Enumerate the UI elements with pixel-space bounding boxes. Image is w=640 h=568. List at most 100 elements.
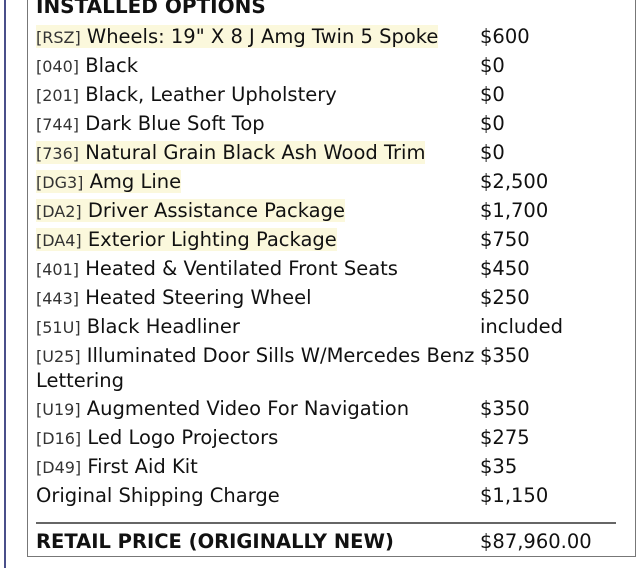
- option-code: [D49]: [36, 458, 82, 477]
- option-text: [DG3] Amg Line: [36, 170, 182, 193]
- option-row: [RSZ] Wheels: 19" X 8 J Amg Twin 5 Spoke…: [36, 25, 626, 50]
- option-description: [201] Black, Leather Upholstery: [36, 83, 480, 108]
- option-name: Heated Steering Wheel: [85, 286, 312, 309]
- option-code: [201]: [36, 86, 80, 105]
- option-row: [DA4] Exterior Lighting Package $750: [36, 228, 626, 253]
- option-row: [D16] Led Logo Projectors $275: [36, 426, 626, 451]
- option-text: [DA2] Driver Assistance Package: [36, 199, 345, 222]
- option-row: [040] Black $0: [36, 54, 626, 79]
- total-label: RETAIL PRICE (ORIGINALLY NEW): [36, 530, 394, 553]
- total-divider: [36, 522, 616, 524]
- option-name: Black, Leather Upholstery: [85, 83, 337, 106]
- option-description: [51U] Black Headliner: [36, 315, 480, 340]
- option-price: $35: [480, 455, 518, 478]
- option-description: [RSZ] Wheels: 19" X 8 J Amg Twin 5 Spoke: [36, 25, 480, 50]
- option-code: [51U]: [36, 318, 81, 337]
- option-code: [DA2]: [36, 202, 82, 221]
- option-price: $350: [480, 344, 530, 367]
- option-code: [RSZ]: [36, 28, 81, 47]
- option-code: [744]: [36, 115, 80, 134]
- option-description: [DG3] Amg Line: [36, 170, 480, 195]
- option-description: [DA4] Exterior Lighting Package: [36, 228, 480, 253]
- option-text: [D49] First Aid Kit: [36, 455, 198, 478]
- option-price: $0: [480, 54, 505, 77]
- option-description: [U25] Illuminated Door Sills W/Mercedes …: [36, 344, 480, 393]
- option-text: [443] Heated Steering Wheel: [36, 286, 312, 309]
- option-code: [DG3]: [36, 173, 84, 192]
- option-row: [401] Heated & Ventilated Front Seats $45…: [36, 257, 626, 282]
- option-price: $0: [480, 112, 505, 135]
- option-row: [U25] Illuminated Door Sills W/Mercedes …: [36, 344, 626, 393]
- total-value: $87,960.00: [480, 530, 592, 553]
- option-code: [U19]: [36, 400, 81, 419]
- option-description: [D16] Led Logo Projectors: [36, 426, 480, 451]
- left-edge-line: [4, 0, 6, 568]
- option-price: $250: [480, 286, 530, 309]
- option-description: [DA2] Driver Assistance Package: [36, 199, 480, 224]
- options-panel: [27, 0, 636, 557]
- option-description: Original Shipping Charge: [36, 484, 480, 508]
- option-description: [443] Heated Steering Wheel: [36, 286, 480, 311]
- option-code: [443]: [36, 289, 80, 308]
- option-row: [D49] First Aid Kit $35: [36, 455, 626, 480]
- option-price: included: [480, 315, 564, 338]
- option-code: [401]: [36, 260, 80, 279]
- option-text: [040] Black: [36, 54, 138, 77]
- option-description: [401] Heated & Ventilated Front Seats: [36, 257, 480, 282]
- option-name: Wheels: 19" X 8 J Amg Twin 5 Spoke: [86, 25, 439, 48]
- option-text: [201] Black, Leather Upholstery: [36, 83, 337, 106]
- option-price: $1,150: [480, 484, 549, 507]
- option-price: $600: [480, 25, 530, 48]
- option-name: Amg Line: [89, 170, 182, 193]
- option-row: [443] Heated Steering Wheel $250: [36, 286, 626, 311]
- option-description: [U19] Augmented Video For Navigation: [36, 397, 480, 422]
- option-name: Black Headliner: [86, 315, 240, 338]
- option-code: [736]: [36, 144, 80, 163]
- option-price: $750: [480, 228, 530, 251]
- option-description: [040] Black: [36, 54, 480, 79]
- option-name: First Aid Kit: [87, 455, 198, 478]
- option-description: [D49] First Aid Kit: [36, 455, 480, 480]
- option-row: [U19] Augmented Video For Navigation $350: [36, 397, 626, 422]
- option-name: Dark Blue Soft Top: [85, 112, 265, 135]
- option-description: [736] Natural Grain Black Ash Wood Trim: [36, 141, 480, 166]
- section-title: INSTALLED OPTIONS: [36, 0, 266, 18]
- option-text: [744] Dark Blue Soft Top: [36, 112, 265, 135]
- option-text: [736] Natural Grain Black Ash Wood Trim: [36, 141, 426, 164]
- option-text: [D16] Led Logo Projectors: [36, 426, 278, 449]
- option-name: Heated & Ventilated Front Seats: [85, 257, 398, 280]
- option-price: $275: [480, 426, 530, 449]
- option-row: [DG3] Amg Line $2,500: [36, 170, 626, 195]
- option-text: Original Shipping Charge: [36, 484, 280, 507]
- option-name: Natural Grain Black Ash Wood Trim: [85, 141, 426, 164]
- option-price: $0: [480, 141, 505, 164]
- option-name: Augmented Video For Navigation: [86, 397, 410, 420]
- option-row: [201] Black, Leather Upholstery $0: [36, 83, 626, 108]
- option-name: Exterior Lighting Package: [87, 228, 337, 251]
- option-row: Original Shipping Charge $1,150: [36, 484, 626, 508]
- option-description: [744] Dark Blue Soft Top: [36, 112, 480, 137]
- option-text: [U25] Illuminated Door Sills W/Mercedes …: [36, 344, 474, 392]
- option-price: $0: [480, 83, 505, 106]
- option-name: Led Logo Projectors: [87, 426, 279, 449]
- option-name: Illuminated Door Sills W/Mercedes Benz L…: [36, 344, 475, 392]
- option-price: $350: [480, 397, 530, 420]
- option-row: [DA2] Driver Assistance Package $1,700: [36, 199, 626, 224]
- option-text: [401] Heated & Ventilated Front Seats: [36, 257, 398, 280]
- option-name: Driver Assistance Package: [87, 199, 345, 222]
- option-price: $450: [480, 257, 530, 280]
- total-row: RETAIL PRICE (ORIGINALLY NEW) $87,960.00: [36, 530, 626, 554]
- options-list: [RSZ] Wheels: 19" X 8 J Amg Twin 5 Spoke…: [36, 25, 626, 512]
- option-row: [736] Natural Grain Black Ash Wood Trim $…: [36, 141, 626, 166]
- option-code: [D16]: [36, 429, 82, 448]
- option-code: [040]: [36, 57, 80, 76]
- option-text: [DA4] Exterior Lighting Package: [36, 228, 337, 251]
- option-code: [DA4]: [36, 231, 82, 250]
- option-text: [RSZ] Wheels: 19" X 8 J Amg Twin 5 Spoke: [36, 25, 439, 48]
- option-row: [51U] Black Headliner included: [36, 315, 626, 340]
- option-name: Black: [85, 54, 138, 77]
- option-name: Original Shipping Charge: [36, 484, 280, 507]
- option-text: [51U] Black Headliner: [36, 315, 240, 338]
- option-text: [U19] Augmented Video For Navigation: [36, 397, 409, 420]
- option-code: [U25]: [36, 347, 81, 366]
